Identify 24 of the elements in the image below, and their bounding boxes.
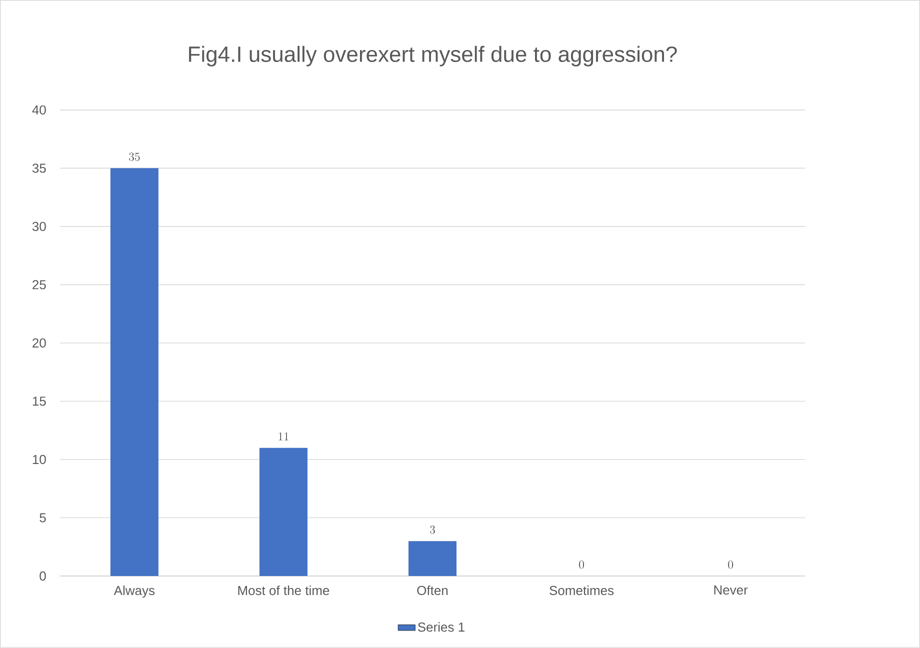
y-tick-label: 5 bbox=[40, 513, 46, 522]
data-label: 3 bbox=[430, 526, 435, 534]
y-tick-label: 25 bbox=[32, 280, 46, 290]
y-tick-label: 30 bbox=[32, 222, 46, 232]
x-tick-label: Sometimes bbox=[550, 586, 614, 596]
x-tick-label: Often bbox=[417, 586, 448, 596]
y-tick-label: 35 bbox=[32, 164, 46, 173]
bar bbox=[259, 448, 308, 576]
bar bbox=[110, 168, 158, 576]
y-tick-label: 10 bbox=[32, 454, 46, 464]
x-tick-label: Most of the time bbox=[238, 586, 330, 596]
legend-label: Series 1 bbox=[418, 622, 464, 632]
data-label: 0 bbox=[579, 560, 584, 569]
data-label: 35 bbox=[129, 152, 140, 161]
y-tick-label: 15 bbox=[32, 396, 46, 406]
bar bbox=[408, 541, 457, 576]
x-tick-label: Never bbox=[714, 586, 748, 595]
chart-title: Fig4.I usually overexert myself due to aggression? bbox=[189, 46, 677, 66]
y-tick-label: 40 bbox=[32, 105, 46, 115]
data-label: 11 bbox=[278, 432, 288, 440]
data-label: 0 bbox=[728, 560, 734, 569]
y-tick-label: 20 bbox=[32, 338, 46, 348]
y-tick-label: 0 bbox=[40, 571, 46, 581]
x-tick-label: Always bbox=[114, 586, 155, 598]
